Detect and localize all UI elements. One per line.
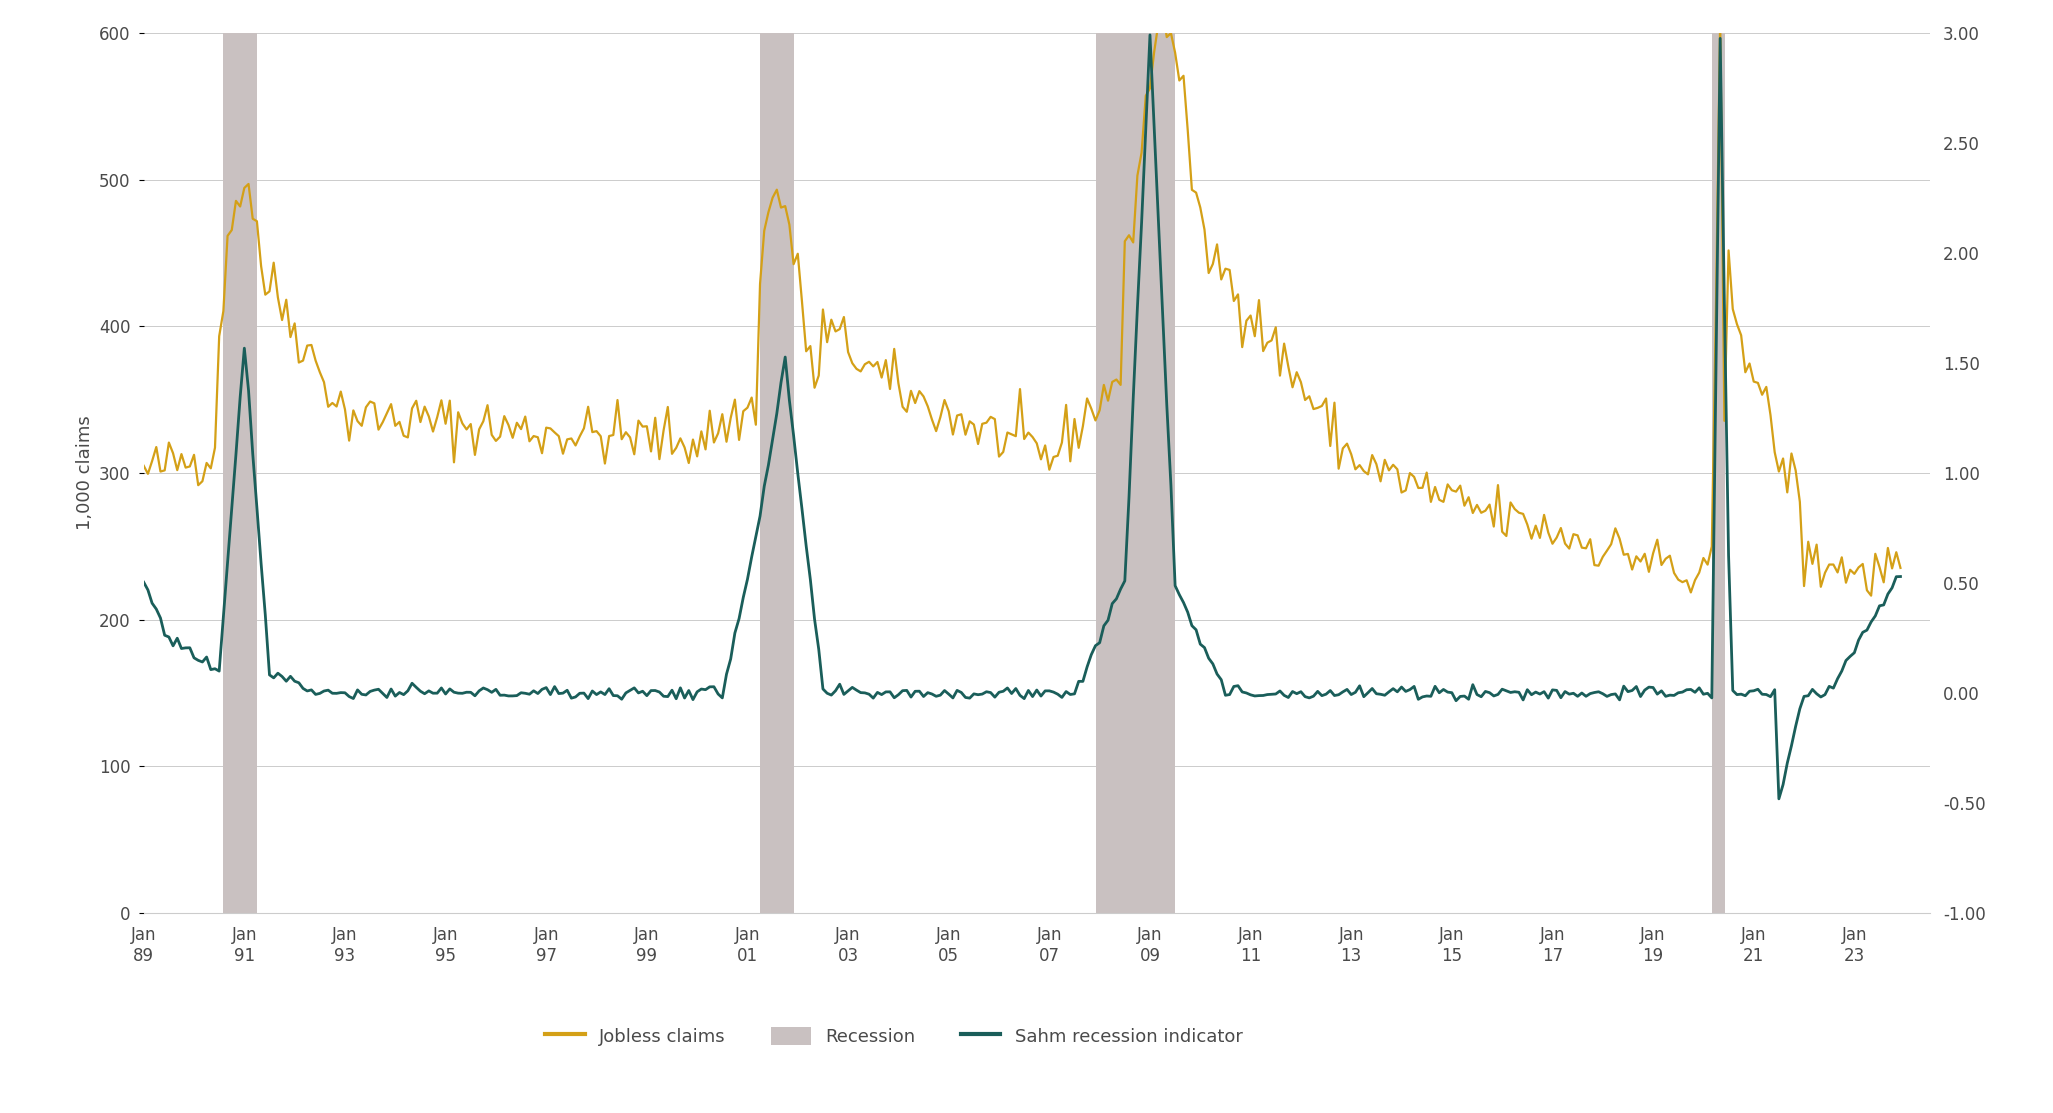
Bar (760, 33, 795, 913)
Bar (224, 33, 257, 913)
Bar (1096, 33, 1174, 913)
Bar (1712, 33, 1725, 913)
Legend: Jobless claims, Recession, Sahm recession indicator: Jobless claims, Recession, Sahm recessio… (538, 1020, 1250, 1053)
Y-axis label: 1,000 claims: 1,000 claims (76, 415, 94, 531)
